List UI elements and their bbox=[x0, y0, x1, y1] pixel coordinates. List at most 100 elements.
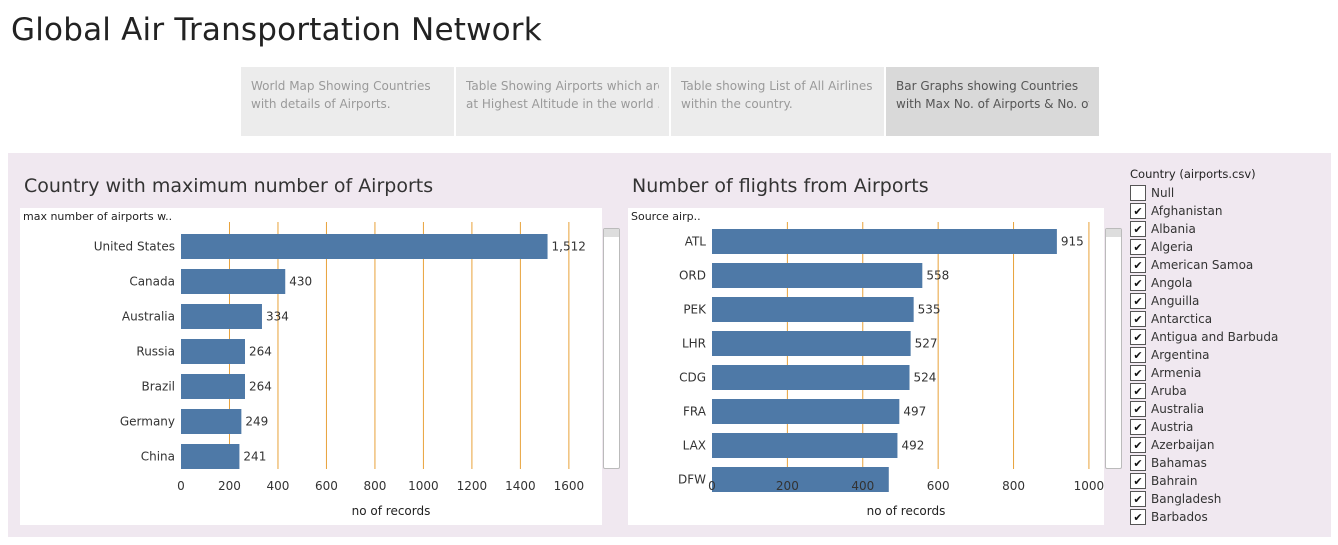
filter-checkbox[interactable]: ✔ bbox=[1130, 257, 1146, 273]
filter-checkbox[interactable]: ✔ bbox=[1130, 509, 1146, 525]
x-tick-label: 1000 bbox=[408, 479, 439, 493]
filter-checkbox[interactable]: ✔ bbox=[1130, 203, 1146, 219]
data-label: 915 bbox=[1061, 235, 1084, 249]
checkmark-icon: ✔ bbox=[1133, 240, 1143, 254]
chart2-panel: Source airp.. ATL 915 ORD 558 PEK 535 LHR 527 CD… bbox=[628, 208, 1104, 525]
tab-highest-altitude[interactable]: Table Showing Airports which are at High… bbox=[456, 67, 669, 136]
chart2-row-header: Source airp.. bbox=[631, 210, 701, 223]
x-tick-label: 800 bbox=[363, 479, 386, 493]
bar bbox=[712, 263, 923, 288]
filter-item[interactable]: ✔ Austria bbox=[1130, 418, 1330, 436]
filter-checkbox[interactable]: ✔ bbox=[1130, 293, 1146, 309]
filter-checkbox[interactable]: ✔ bbox=[1130, 329, 1146, 345]
filter-checkbox[interactable]: ✔ bbox=[1130, 419, 1146, 435]
x-tick-label: 800 bbox=[1002, 479, 1025, 493]
data-label: 334 bbox=[266, 310, 289, 324]
x-tick-label: 600 bbox=[315, 479, 338, 493]
filter-checkbox[interactable] bbox=[1130, 185, 1146, 201]
checkmark-icon: ✔ bbox=[1133, 276, 1143, 290]
filter-item-label: Afghanistan bbox=[1151, 204, 1223, 218]
filter-checkbox[interactable]: ✔ bbox=[1130, 275, 1146, 291]
filter-checkbox[interactable]: ✔ bbox=[1130, 437, 1146, 453]
tab-airlines-list[interactable]: Table showing List of All Airlines withi… bbox=[671, 67, 884, 136]
tab-world-map[interactable]: World Map Showing Countries with details… bbox=[241, 67, 454, 136]
filter-item[interactable]: ✔ Angola bbox=[1130, 274, 1330, 292]
category-label: China bbox=[141, 450, 175, 464]
filter-item[interactable]: ✔ Bahrain bbox=[1130, 472, 1330, 490]
filter-item-label: Austria bbox=[1151, 420, 1194, 434]
category-label: Brazil bbox=[142, 380, 176, 394]
bar bbox=[712, 229, 1057, 254]
x-tick-label: 200 bbox=[218, 479, 241, 493]
filter-item[interactable]: ✔ American Samoa bbox=[1130, 256, 1330, 274]
filter-item-label: Angola bbox=[1151, 276, 1193, 290]
chart1-scroll-thumb[interactable] bbox=[604, 229, 619, 237]
filter-item[interactable]: ✔ Australia bbox=[1130, 400, 1330, 418]
filter-checkbox[interactable]: ✔ bbox=[1130, 365, 1146, 381]
data-label: 558 bbox=[926, 269, 949, 283]
filter-item[interactable]: ✔ Armenia bbox=[1130, 364, 1330, 382]
tab-label-line2: with Max No. of Airports & No. of.. bbox=[896, 97, 1089, 111]
filter-item[interactable]: ✔ Bahamas bbox=[1130, 454, 1330, 472]
x-tick-label: 0 bbox=[708, 479, 716, 493]
tab-label-line2: at Highest Altitude in the world .. bbox=[466, 97, 659, 111]
page-title: Global Air Transportation Network bbox=[11, 12, 542, 48]
filter-checkbox[interactable]: ✔ bbox=[1130, 401, 1146, 417]
filter-checkbox[interactable]: ✔ bbox=[1130, 221, 1146, 237]
tab-bar-graphs[interactable]: Bar Graphs showing Countries with Max No… bbox=[886, 67, 1099, 136]
category-label: Germany bbox=[120, 415, 175, 429]
filter-item[interactable]: ✔ Azerbaijan bbox=[1130, 436, 1330, 454]
checkmark-icon: ✔ bbox=[1133, 204, 1143, 218]
tab-label-line2: with details of Airports. bbox=[251, 97, 391, 111]
tab-label-line2: within the country. bbox=[681, 97, 793, 111]
filter-checkbox[interactable]: ✔ bbox=[1130, 311, 1146, 327]
filter-checkbox[interactable]: ✔ bbox=[1130, 347, 1146, 363]
checkmark-icon: ✔ bbox=[1133, 438, 1143, 452]
bar bbox=[181, 234, 548, 259]
checkmark-icon: ✔ bbox=[1133, 474, 1143, 488]
category-label: Canada bbox=[129, 275, 175, 289]
filter-item[interactable]: ✔ Bangladesh bbox=[1130, 490, 1330, 508]
x-tick-label: 1600 bbox=[554, 479, 585, 493]
filter-item[interactable]: ✔ Antigua and Barbuda bbox=[1130, 328, 1330, 346]
chart2-scrollbar[interactable] bbox=[1105, 228, 1122, 469]
filter-item-label: American Samoa bbox=[1151, 258, 1254, 272]
data-label: 430 bbox=[289, 275, 312, 289]
filter-title: Country (airports.csv) bbox=[1130, 167, 1256, 181]
data-label: 497 bbox=[903, 405, 926, 419]
filter-item[interactable]: ✔ Antarctica bbox=[1130, 310, 1330, 328]
filter-item-label: Australia bbox=[1151, 402, 1205, 416]
filter-item[interactable]: ✔ Algeria bbox=[1130, 238, 1330, 256]
filter-item-label: Bahamas bbox=[1151, 456, 1207, 470]
country-filter: Country (airports.csv) Null ✔ Afghanistan ✔… bbox=[1130, 167, 1330, 526]
chart2-scroll-thumb[interactable] bbox=[1106, 229, 1121, 237]
filter-item[interactable]: ✔ Albania bbox=[1130, 220, 1330, 238]
filter-item[interactable]: Null bbox=[1130, 184, 1330, 202]
data-label: 527 bbox=[915, 337, 938, 351]
bar bbox=[712, 365, 910, 390]
chart2-svg: ATL 915 ORD 558 PEK 535 LHR 527 CDG 524 FRA 497 LAX 4… bbox=[678, 222, 1104, 518]
filter-checkbox[interactable]: ✔ bbox=[1130, 239, 1146, 255]
data-label: 241 bbox=[243, 450, 266, 464]
filter-item[interactable]: ✔ Aruba bbox=[1130, 382, 1330, 400]
chart1-row-header: max number of airports w.. bbox=[23, 210, 173, 223]
x-axis-label: no of records bbox=[867, 504, 946, 518]
filter-item[interactable]: ✔ Argentina bbox=[1130, 346, 1330, 364]
bar bbox=[181, 304, 262, 329]
category-label: PEK bbox=[683, 303, 707, 317]
bar bbox=[181, 444, 240, 469]
filter-checkbox[interactable]: ✔ bbox=[1130, 491, 1146, 507]
checkmark-icon: ✔ bbox=[1133, 456, 1143, 470]
checkmark-icon: ✔ bbox=[1133, 510, 1143, 524]
checkmark-icon: ✔ bbox=[1133, 384, 1143, 398]
filter-checkbox[interactable]: ✔ bbox=[1130, 473, 1146, 489]
filter-checkbox[interactable]: ✔ bbox=[1130, 455, 1146, 471]
filter-item[interactable]: ✔ Anguilla bbox=[1130, 292, 1330, 310]
filter-checkbox[interactable]: ✔ bbox=[1130, 383, 1146, 399]
tab-label-line1: Table showing List of All Airlines bbox=[681, 79, 873, 93]
tab-label-line1: Table Showing Airports which are bbox=[466, 79, 659, 93]
filter-item[interactable]: ✔ Barbados bbox=[1130, 508, 1330, 526]
chart1-scrollbar[interactable] bbox=[603, 228, 620, 469]
filter-item[interactable]: ✔ Afghanistan bbox=[1130, 202, 1330, 220]
checkmark-icon: ✔ bbox=[1133, 402, 1143, 416]
